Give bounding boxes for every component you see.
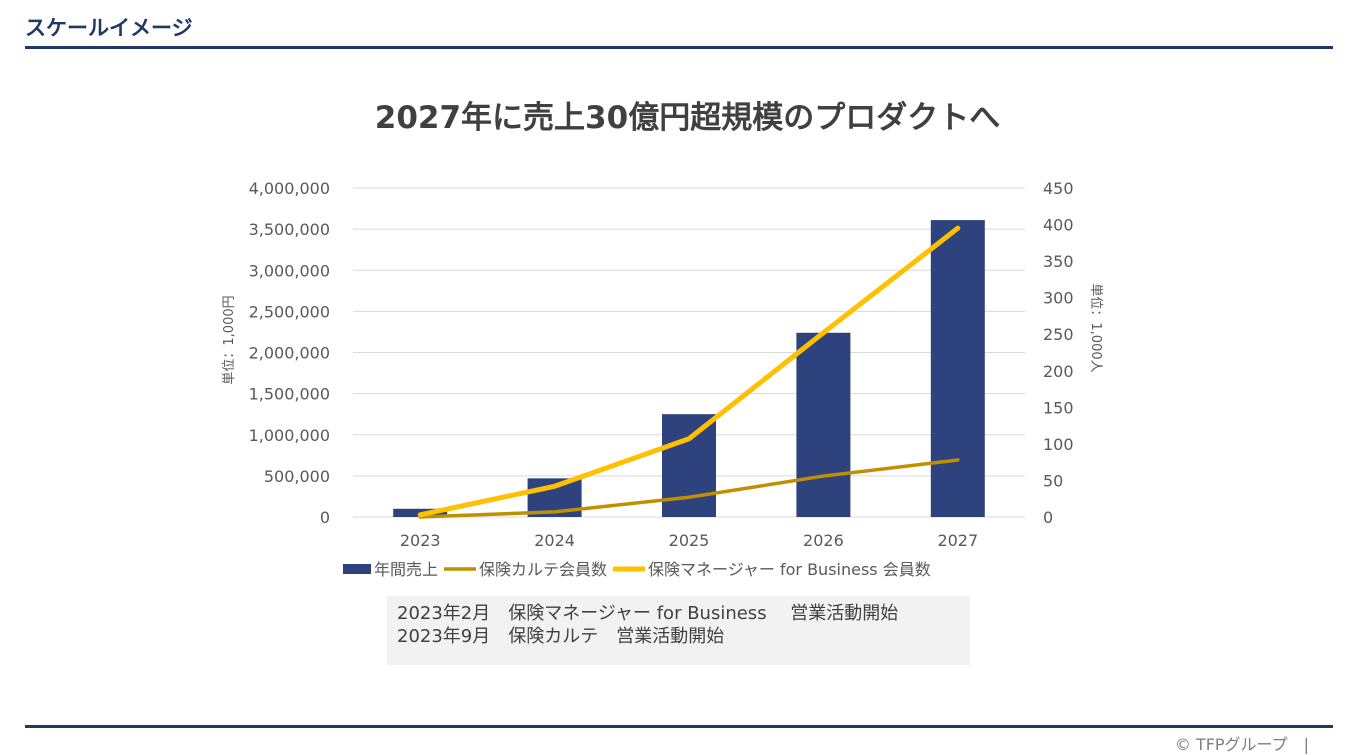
note-line: 2023年9月 保険カルテ 営業活動開始 bbox=[397, 626, 725, 647]
bar-2025 bbox=[662, 414, 716, 517]
legend-label: 保険カルテ会員数 bbox=[479, 560, 607, 579]
bar-2027 bbox=[930, 220, 985, 517]
copyright: © TFPグループ | bbox=[1174, 735, 1309, 754]
y2-tick-label: 0 bbox=[1043, 508, 1053, 527]
y-tick-label: 3,000,000 bbox=[249, 261, 330, 280]
x-tick-label: 2027 bbox=[937, 531, 978, 550]
y-tick-label: 2,500,000 bbox=[249, 302, 330, 321]
y2-tick-label: 350 bbox=[1043, 252, 1074, 271]
y2-axis-label: 単位：1,000人 bbox=[1088, 283, 1104, 372]
header-rule bbox=[25, 46, 1333, 49]
y-tick-label: 3,500,000 bbox=[249, 220, 330, 239]
y-tick-label: 0 bbox=[320, 508, 330, 527]
y2-tick-label: 150 bbox=[1043, 398, 1074, 417]
y2-tick-label: 400 bbox=[1043, 216, 1074, 235]
y2-tick-label: 200 bbox=[1043, 362, 1074, 381]
y2-tick-label: 300 bbox=[1043, 289, 1074, 308]
x-tick-label: 2026 bbox=[803, 531, 844, 550]
notes-box: 2023年2月 保険マネージャー for Business 営業活動開始 202… bbox=[387, 596, 970, 665]
y-tick-label: 4,000,000 bbox=[249, 179, 330, 198]
y2-tick-label: 450 bbox=[1043, 179, 1074, 198]
y-tick-label: 1,000,000 bbox=[249, 426, 330, 445]
slide-title: 2027年に売上30億円超規模のプロダクトへ bbox=[374, 100, 1001, 136]
y2-tick-label: 100 bbox=[1043, 435, 1074, 454]
legend-label: 保険マネージャー for Business 会員数 bbox=[648, 560, 931, 579]
y-tick-label: 500,000 bbox=[264, 467, 330, 486]
y-axis-label: 単位：1,000円 bbox=[221, 295, 237, 384]
x-tick-label: 2024 bbox=[534, 531, 575, 550]
y2-tick-label: 250 bbox=[1043, 325, 1074, 344]
y2-tick-label: 50 bbox=[1043, 471, 1063, 490]
note-line: 2023年2月 保険マネージャー for Business 営業活動開始 bbox=[397, 603, 899, 624]
y-tick-label: 1,500,000 bbox=[249, 385, 330, 404]
section-header: スケールイメージ bbox=[25, 16, 193, 40]
x-tick-label: 2025 bbox=[669, 531, 710, 550]
combo-chart: 0 500,000 1,000,000 1,500,000 2,000,000 2,500… bbox=[221, 179, 1104, 579]
y-tick-label: 2,000,000 bbox=[249, 344, 330, 363]
legend-swatch bbox=[343, 564, 371, 574]
bar-2026 bbox=[796, 332, 851, 517]
x-tick-label: 2023 bbox=[400, 531, 441, 550]
footer-rule bbox=[25, 725, 1333, 728]
legend-label: 年間売上 bbox=[374, 560, 438, 579]
